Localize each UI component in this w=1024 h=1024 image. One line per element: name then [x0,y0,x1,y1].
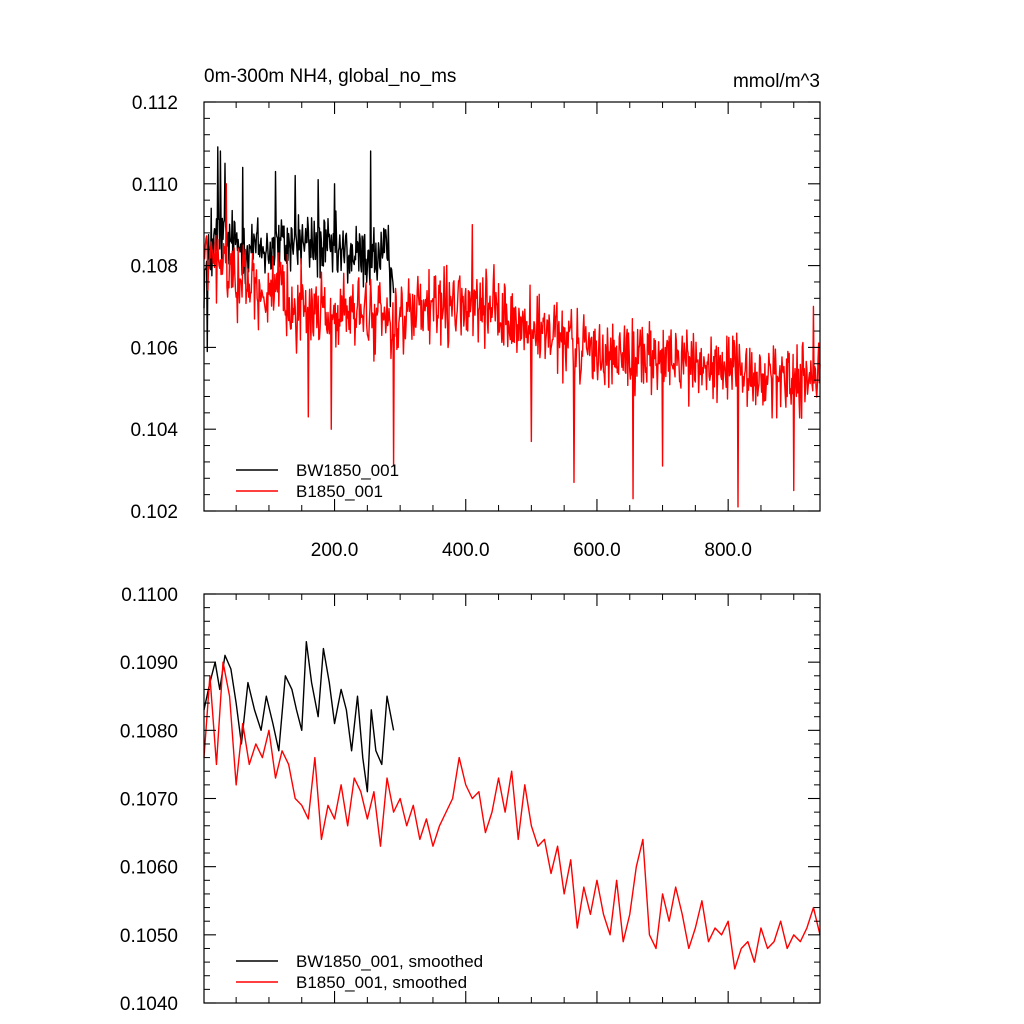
top-legend: BW1850_001 B1850_001 [236,461,399,501]
bottom-y-tick-label: 0.1100 [121,585,178,606]
bottom-y-tick-label: 0.1050 [120,926,178,947]
top-y-tick-label: 0.102 [130,502,178,523]
top-x-tick-label: 600.0 [573,540,621,561]
bottom-y-tick-label: 0.1060 [120,858,178,879]
bottom-legend-label-bw: BW1850_001, smoothed [296,952,483,971]
bottom-series-group [203,641,821,970]
bottom-y-tick-label: 0.1040 [120,994,178,1015]
top-y-tick-label: 0.106 [130,338,178,359]
top-x-tick-label: 800.0 [704,540,752,561]
bottom-legend: BW1850_001, smoothed B1850_001, smoothed [236,952,483,992]
top-y-tick-label: 0.110 [132,175,178,196]
bottom-series-line-0 [203,641,395,793]
bottom-y-tick-label: 0.1090 [120,653,178,674]
top-y-tick-label: 0.108 [130,257,178,278]
top-series-group [203,146,821,508]
bottom-series-line-1 [203,661,821,970]
bottom-legend-label-b: B1850_001, smoothed [296,973,467,992]
top-chart: 0m-300m NH4, global_no_ms mmol/m^3 200.0… [130,66,821,561]
top-x-tick-label: 400.0 [442,540,490,561]
top-series-line-0 [203,146,395,353]
top-chart-title: 0m-300m NH4, global_no_ms [204,66,456,87]
top-legend-label-bw: BW1850_001 [296,461,399,480]
top-plot-frame [203,101,821,512]
top-legend-label-b: B1850_001 [296,482,383,501]
top-x-tick-label: 200.0 [311,540,359,561]
top-y-tick-label: 0.104 [130,420,178,441]
bottom-chart: 0.1040 0.1050 0.1060 0.1070 0.1080 0.1090 0.11… [120,585,821,1015]
top-y-tick-label: 0.112 [132,93,178,114]
bottom-y-tick-label: 0.1080 [120,721,178,742]
bottom-ticks-group: 0.1040 0.1050 0.1060 0.1070 0.1080 0.1090 0.11… [120,585,820,1015]
top-chart-units: mmol/m^3 [733,71,820,92]
top-series-line-1 [203,183,821,508]
bottom-y-tick-label: 0.1070 [120,790,178,811]
top-ticks-group: 200.0 400.0 600.0 800.0 0.102 0.104 0.106 0.108… [130,93,820,561]
